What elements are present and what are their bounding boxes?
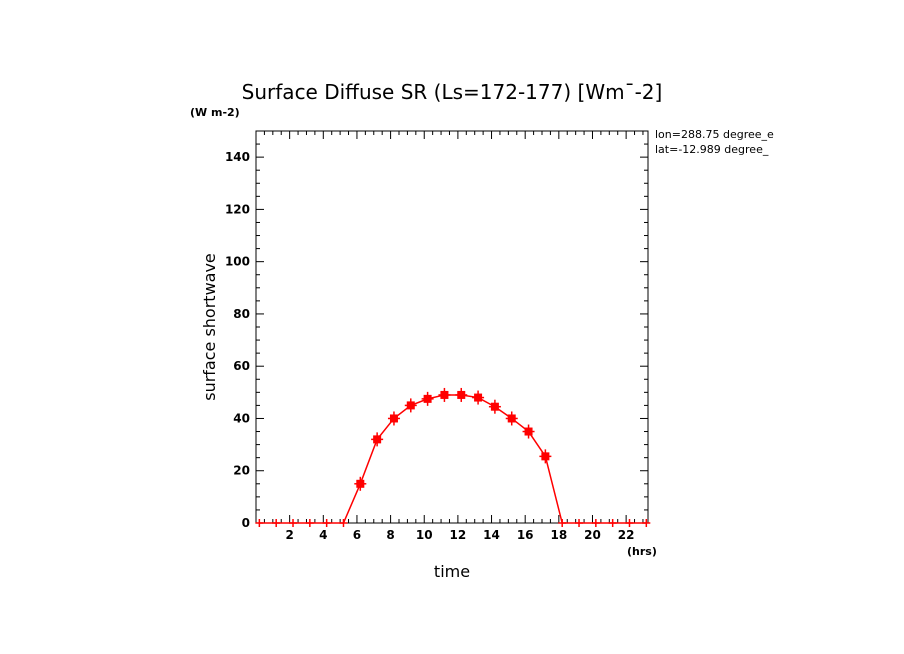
x-tick-label: 8 xyxy=(386,528,394,542)
x-tick-label: 20 xyxy=(584,528,601,542)
data-point xyxy=(522,424,535,439)
data-point xyxy=(438,387,451,402)
x-minor-ticks xyxy=(263,131,644,523)
y-minor-ticks xyxy=(256,143,648,511)
y-tick-label: 40 xyxy=(233,411,250,425)
x-tick-label: 10 xyxy=(416,528,433,542)
data-point xyxy=(354,476,367,491)
series-layer xyxy=(255,387,651,527)
data-point xyxy=(387,411,400,426)
data-point xyxy=(472,390,485,405)
y-tick-label: 20 xyxy=(233,464,250,478)
x-tick-label: 6 xyxy=(353,528,361,542)
y-unit-label: (W m-2) xyxy=(190,106,240,119)
y-axis-ticks: 0 20 40 60 80 100 120 140 xyxy=(225,150,648,530)
data-point xyxy=(421,391,434,406)
x-tick-label: 2 xyxy=(285,528,293,542)
data-point xyxy=(539,449,552,464)
y-axis-title: surface shortwave xyxy=(200,253,219,401)
chart-title: Surface Diffuse SR (Ls=172-177) [Wm¯-2] xyxy=(242,80,663,104)
data-point xyxy=(339,519,348,527)
x-axis-ticks: 2 4 6 8 10 12 14 16 18 20 22 xyxy=(285,131,634,542)
series-line xyxy=(259,394,647,524)
y-tick-label: 100 xyxy=(225,255,250,269)
data-point xyxy=(625,519,634,527)
data-point xyxy=(591,519,600,527)
plot-frame xyxy=(255,130,649,524)
annotation-lon: lon=288.75 degree_e xyxy=(655,128,774,141)
x-tick-label: 18 xyxy=(550,528,567,542)
x-unit-label: (hrs) xyxy=(627,545,657,558)
y-tick-label: 140 xyxy=(225,150,250,164)
data-point xyxy=(455,387,468,402)
annotation-lat: lat=-12.989 degree_ xyxy=(655,143,769,156)
y-tick-label: 60 xyxy=(233,359,250,373)
data-point xyxy=(272,519,281,527)
data-point xyxy=(608,519,617,527)
x-tick-label: 12 xyxy=(450,528,467,542)
y-tick-label: 80 xyxy=(233,307,250,321)
x-tick-label: 16 xyxy=(517,528,534,542)
data-point xyxy=(322,519,331,527)
x-axis-title: time xyxy=(434,562,470,581)
data-point xyxy=(404,398,417,413)
x-tick-label: 14 xyxy=(483,528,500,542)
y-tick-label: 120 xyxy=(225,202,250,216)
data-point xyxy=(505,411,518,426)
data-point xyxy=(371,432,384,447)
data-point xyxy=(488,399,501,414)
data-point xyxy=(289,519,298,527)
data-point xyxy=(255,519,264,527)
x-tick-label: 22 xyxy=(618,528,635,542)
data-point xyxy=(305,519,314,527)
data-point xyxy=(575,519,584,527)
data-point xyxy=(642,519,651,527)
x-tick-label: 4 xyxy=(319,528,327,542)
data-point xyxy=(558,519,567,527)
y-tick-label: 0 xyxy=(242,516,250,530)
